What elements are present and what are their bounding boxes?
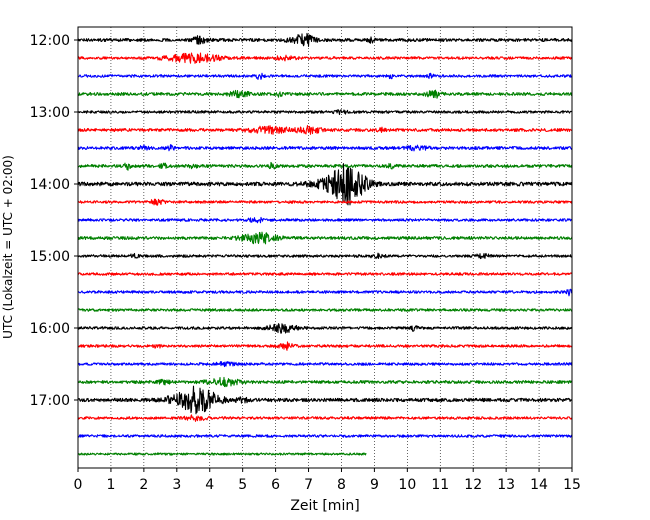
y-tick-label: 16:00 — [30, 321, 70, 337]
trace-1515 — [77, 272, 573, 276]
x-tick-label: 13 — [497, 477, 515, 493]
x-tick-label: 12 — [464, 477, 482, 493]
trace-1630 — [77, 361, 573, 368]
x-tick-label: 1 — [106, 477, 115, 493]
trace-1300 — [77, 108, 573, 116]
y-tick-label: 12:00 — [30, 33, 70, 49]
trace-1530 — [77, 288, 573, 297]
x-tick-label: 9 — [370, 477, 379, 493]
trace-1345 — [77, 161, 573, 171]
trace-1745 — [77, 452, 367, 456]
trace-1445 — [77, 231, 573, 245]
x-tick-label: 0 — [74, 477, 83, 493]
y-tick-label: 14:00 — [30, 177, 70, 193]
trace-1730 — [77, 434, 573, 438]
trace-1245 — [77, 89, 573, 99]
trace-1645 — [77, 376, 573, 388]
trace-1415 — [77, 198, 573, 206]
trace-1715 — [77, 414, 573, 422]
plot-frame — [77, 26, 573, 469]
x-tick-label: 4 — [205, 477, 214, 493]
x-tick-label: 3 — [172, 477, 181, 493]
trace-1400 — [77, 163, 573, 206]
y-axis-label: UTC (Lokalzeit = UTC + 02:00) — [1, 155, 15, 339]
trace-layer — [77, 32, 573, 456]
y-tick-label: 17:00 — [30, 393, 70, 409]
trace-1215 — [77, 52, 573, 64]
x-tick-label: 5 — [238, 477, 247, 493]
x-tick-label: 8 — [337, 477, 346, 493]
trace-1615 — [77, 341, 573, 351]
trace-1430 — [77, 216, 573, 224]
trace-1230 — [77, 72, 573, 80]
x-tick-label: 14 — [530, 477, 548, 493]
trace-1330 — [77, 144, 573, 152]
x-axis-ticks: 0 1 2 3 4 5 6 7 8 9 10 11 12 13 14 15 — [74, 468, 581, 493]
x-tick-label: 6 — [271, 477, 280, 493]
x-tick-label: 11 — [431, 477, 449, 493]
trace-1700 — [77, 385, 573, 415]
y-tick-label: 15:00 — [30, 249, 70, 265]
x-tick-label: 10 — [398, 477, 416, 493]
x-tick-label: 15 — [563, 477, 581, 493]
x-tick-label: 2 — [139, 477, 148, 493]
trace-1500 — [77, 252, 573, 260]
trace-1600 — [77, 323, 573, 334]
trace-1545 — [77, 308, 573, 312]
x-axis-label: Zeit [min] — [290, 498, 359, 514]
trace-1200 — [77, 32, 573, 47]
y-axis-ticks: 12:00 13:00 14:00 15:00 16:00 17:00 — [30, 33, 78, 409]
trace-1315 — [77, 125, 573, 135]
y-tick-label: 13:00 — [30, 105, 70, 121]
x-tick-label: 7 — [304, 477, 313, 493]
